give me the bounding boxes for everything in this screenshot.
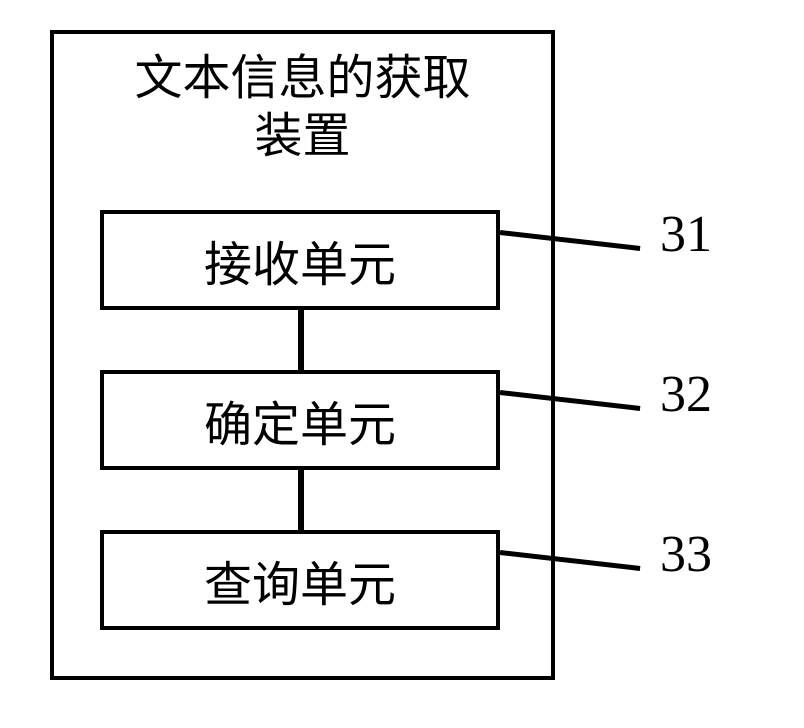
connector-1: [298, 470, 304, 530]
diagram-title: 文本信息的获取装置: [120, 50, 485, 165]
unit-box-receive: 接收单元: [100, 210, 500, 310]
title-line1: 文本信息的获取: [120, 50, 485, 108]
ref-number-determine: 32: [660, 365, 712, 424]
unit-label: 接收单元: [204, 225, 396, 295]
unit-box-query: 查询单元: [100, 530, 500, 630]
unit-box-determine: 确定单元: [100, 370, 500, 470]
unit-label: 查询单元: [204, 545, 396, 615]
ref-number-query: 33: [660, 525, 712, 584]
unit-label: 确定单元: [204, 385, 396, 455]
ref-number-receive: 31: [660, 205, 712, 264]
connector-0: [298, 310, 304, 370]
title-line2: 装置: [120, 108, 485, 166]
